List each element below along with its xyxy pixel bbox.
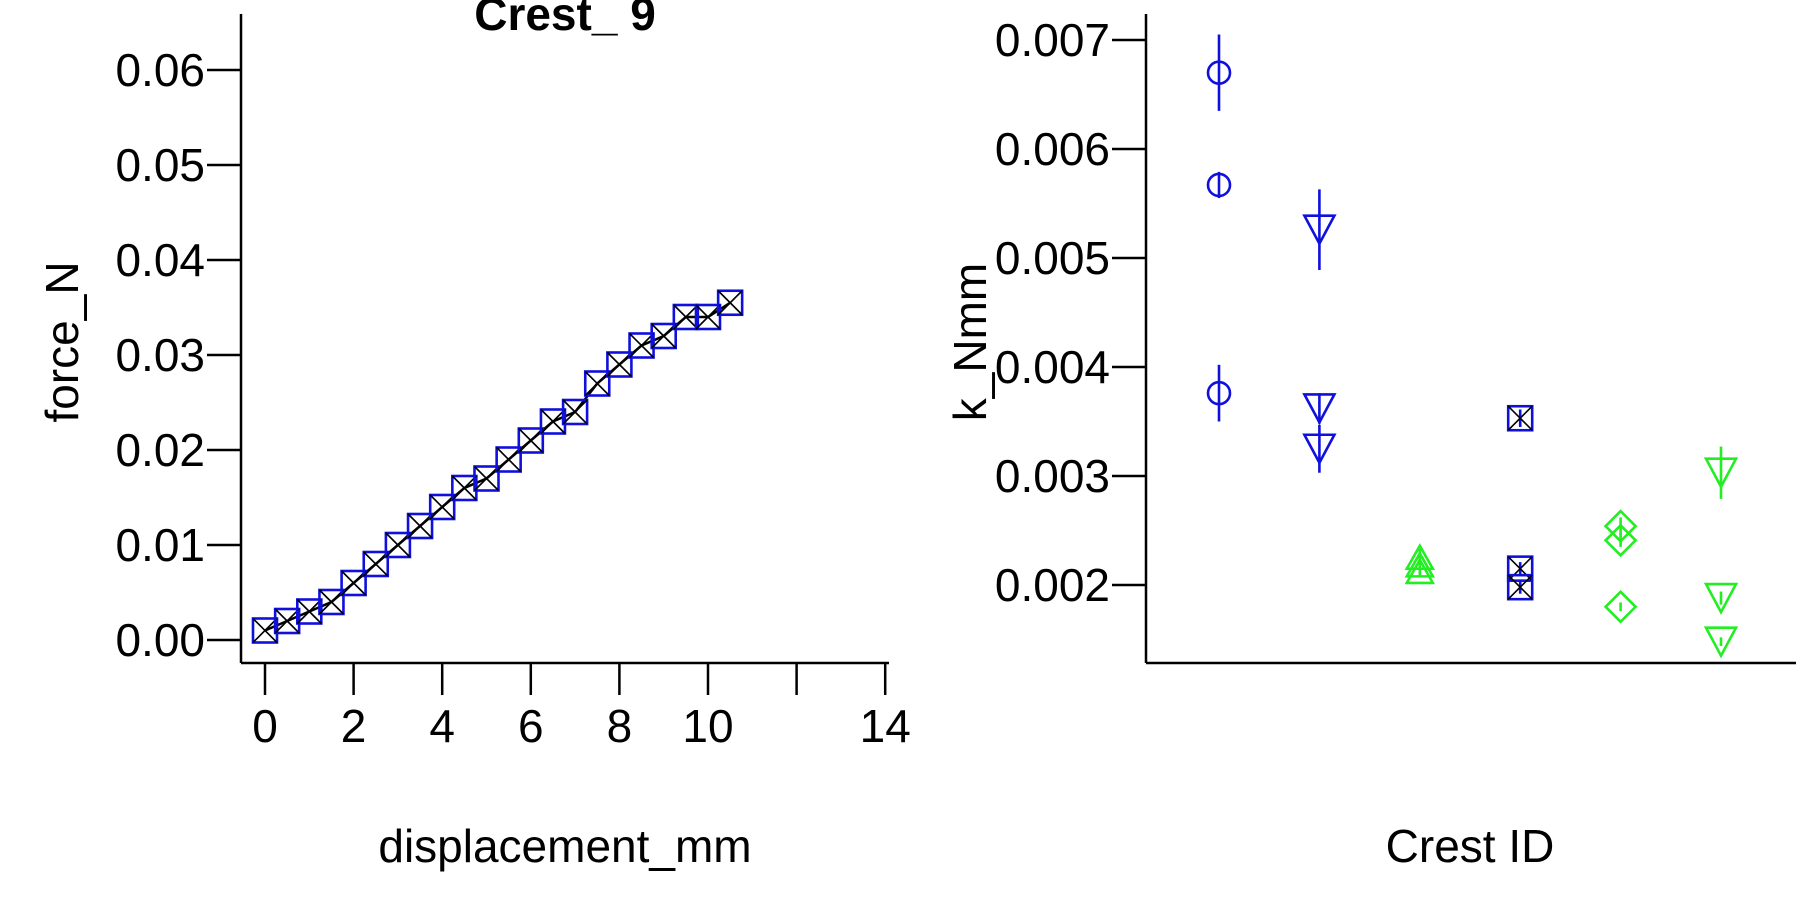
right-data-point: [1603, 589, 1638, 624]
left-x-tick-label: 14: [860, 700, 911, 752]
right-data-point: [1703, 626, 1739, 659]
left-data-point: [362, 550, 390, 578]
left-data-point: [428, 493, 456, 521]
right-data-point: [1302, 433, 1337, 466]
left-x-tick-label: 2: [341, 700, 367, 752]
left-x-tick-label: 4: [429, 700, 455, 752]
left-y-tick-label: 0.02: [115, 424, 205, 476]
left-data-point: [384, 531, 412, 559]
left-data-point: [694, 303, 722, 331]
left-data-point: [672, 303, 700, 331]
right-y-tick-label: 0.006: [995, 123, 1110, 175]
left-data-point: [251, 617, 279, 644]
left-data-point: [539, 408, 567, 435]
right-data-point: [1206, 172, 1232, 198]
left-y-tick-label: 0.06: [115, 44, 205, 96]
left-data-point: [495, 446, 522, 473]
right-y-tick-label: 0.005: [995, 232, 1110, 284]
left-x-tick-label: 6: [518, 700, 544, 752]
left-data-point: [451, 474, 478, 502]
left-data-point: [273, 607, 301, 635]
left-data-point: [406, 512, 434, 540]
left-data-point: [517, 427, 545, 454]
right-data-point: [1603, 523, 1638, 558]
left-data-point: [583, 370, 611, 397]
left-x-tick-label: 8: [607, 700, 633, 752]
left-x-axis-title: displacement_mm: [378, 820, 751, 872]
left-x-tick-label: 0: [252, 700, 278, 752]
right-y-axis-title: k_Nmm: [944, 263, 996, 421]
left-y-ticks: 0.00 0.01 0.02 0.03 0.04 0.05 0.06: [115, 44, 241, 666]
left-data-point: [340, 569, 367, 597]
right-data-point: [1703, 582, 1739, 615]
left-y-tick-label: 0.03: [115, 329, 205, 381]
left-y-axis-title: force_N: [36, 261, 88, 422]
right-data-point: [1506, 404, 1534, 432]
left-data-point: [716, 289, 744, 317]
left-data-point: [606, 351, 633, 378]
right-y-tick-label: 0.007: [995, 14, 1110, 66]
right-series: [1206, 34, 1739, 659]
force-displacement-panel: Crest_ 9 0.00 0.01 0.02 0.03 0.04 0.05 0.06 0 2…: [36, 0, 911, 872]
right-y-tick-label: 0.002: [995, 559, 1110, 611]
right-data-point: [1404, 557, 1436, 585]
left-series: [251, 289, 744, 644]
left-y-tick-label: 0.05: [115, 139, 205, 191]
right-data-point: [1206, 60, 1232, 85]
left-data-point: [628, 332, 655, 359]
right-data-point: [1506, 573, 1534, 601]
right-data-point: [1302, 393, 1337, 426]
left-data-point: [650, 322, 678, 350]
left-data-point: [561, 398, 589, 426]
right-data-point: [1206, 380, 1232, 406]
right-data-point: [1703, 457, 1739, 490]
right-y-ticks: 0.002 0.003 0.004 0.005 0.006 0.007: [995, 14, 1146, 611]
left-data-point: [473, 465, 500, 492]
left-data-point: [318, 588, 345, 616]
right-data-point: [1506, 555, 1534, 582]
right-x-axis-title: Crest ID: [1386, 820, 1555, 872]
left-y-tick-label: 0.01: [115, 519, 205, 571]
left-y-tick-label: 0.00: [115, 614, 205, 666]
right-y-tick-label: 0.004: [995, 341, 1110, 393]
left-chart-title: Crest_ 9: [474, 0, 656, 40]
left-x-ticks: 0 2 4 6 8 10 14: [252, 663, 911, 752]
right-y-tick-label: 0.003: [995, 450, 1110, 502]
left-x-tick-label: 10: [682, 700, 733, 752]
left-y-tick-label: 0.04: [115, 234, 205, 286]
left-data-point: [295, 598, 323, 625]
right-data-point: [1302, 214, 1337, 247]
